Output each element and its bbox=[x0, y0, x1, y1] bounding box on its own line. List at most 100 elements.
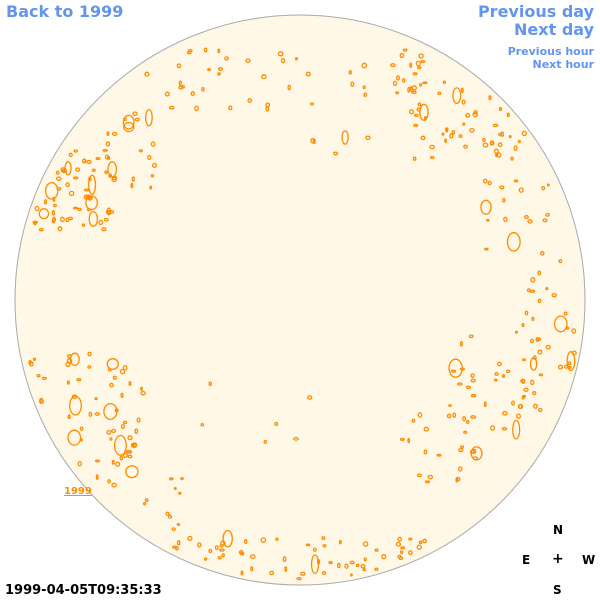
contour-mark bbox=[181, 85, 185, 89]
contour-mark bbox=[300, 571, 306, 576]
contour-mark bbox=[482, 142, 489, 148]
contour-mark bbox=[41, 376, 47, 381]
contour-mark bbox=[408, 550, 413, 556]
contour-mark bbox=[138, 149, 143, 153]
contour-mark bbox=[462, 122, 466, 126]
contour-mark bbox=[143, 502, 147, 506]
contour-mark bbox=[305, 71, 311, 77]
contour-mark bbox=[56, 176, 62, 181]
contour-mark bbox=[127, 449, 133, 454]
contour-mark bbox=[176, 540, 181, 546]
contour-mark bbox=[151, 162, 158, 168]
contour-mark bbox=[483, 401, 487, 407]
contour-mark bbox=[130, 442, 135, 448]
contour-mark bbox=[492, 123, 499, 128]
contour-mark bbox=[312, 138, 316, 145]
back-to-year-link[interactable]: Back to 1999 bbox=[6, 2, 124, 21]
compass-east-label: E bbox=[522, 553, 531, 567]
contour-mark bbox=[333, 151, 339, 156]
contour-mark bbox=[486, 218, 490, 222]
contour-mark bbox=[287, 84, 291, 91]
contour-mark bbox=[362, 541, 369, 547]
contour-mark bbox=[538, 407, 543, 413]
contour-mark bbox=[458, 134, 463, 138]
solar-disk bbox=[14, 14, 586, 586]
contour-mark bbox=[538, 373, 544, 377]
contour-mark bbox=[521, 322, 525, 328]
next-day-link[interactable]: Next day bbox=[514, 20, 594, 39]
contour-mark bbox=[558, 259, 563, 264]
contour-mark bbox=[526, 288, 531, 293]
contour-mark bbox=[180, 477, 184, 481]
contour-mark bbox=[43, 199, 48, 205]
contour-mark bbox=[82, 158, 87, 164]
contour-mark bbox=[51, 209, 56, 216]
contour-mark bbox=[55, 170, 60, 175]
next-hour-link[interactable]: Next hour bbox=[532, 58, 595, 71]
contour-mark bbox=[79, 426, 84, 431]
contour-mark bbox=[263, 439, 268, 444]
contour-mark bbox=[508, 134, 512, 139]
contour-mark bbox=[355, 563, 360, 568]
contour-mark bbox=[187, 50, 192, 55]
contour-mark bbox=[459, 367, 465, 371]
contour-mark bbox=[523, 387, 529, 392]
contour-mark bbox=[495, 152, 502, 158]
contour-mark bbox=[39, 398, 44, 405]
contour-mark bbox=[328, 561, 333, 565]
contour-mark bbox=[109, 437, 113, 441]
contour-mark bbox=[178, 491, 182, 495]
contour-mark bbox=[217, 48, 221, 54]
contour-mark bbox=[517, 139, 521, 144]
contour-mark bbox=[305, 543, 311, 547]
contour-mark bbox=[541, 185, 546, 191]
contour-mark bbox=[111, 482, 117, 488]
contour-mark bbox=[260, 537, 267, 543]
contour-mark bbox=[171, 527, 176, 531]
contour-mark bbox=[134, 428, 139, 435]
contour-mark bbox=[64, 161, 72, 176]
contour-mark bbox=[499, 185, 505, 190]
contour-mark bbox=[397, 536, 403, 542]
contour-mark bbox=[101, 227, 107, 232]
contour-mark bbox=[459, 445, 465, 449]
contour-mark bbox=[458, 466, 463, 472]
contour-mark bbox=[521, 358, 526, 362]
contour-mark bbox=[277, 51, 284, 57]
contour-mark bbox=[417, 412, 423, 418]
contour-mark bbox=[482, 137, 486, 142]
contour-mark bbox=[465, 112, 471, 118]
contour-mark bbox=[91, 168, 96, 172]
contour-mark bbox=[122, 452, 129, 459]
contour-mark bbox=[245, 58, 251, 63]
contour-mark bbox=[107, 368, 112, 372]
previous-hour-link[interactable]: Previous hour bbox=[507, 45, 594, 58]
contour-mark bbox=[190, 91, 196, 97]
contour-mark bbox=[417, 66, 422, 70]
contour-mark bbox=[448, 404, 452, 408]
contour-mark bbox=[524, 215, 529, 219]
contour-mark bbox=[52, 196, 56, 202]
year-label-link[interactable]: 1999 bbox=[64, 486, 92, 497]
contour-mark bbox=[132, 443, 137, 449]
contour-mark bbox=[178, 80, 182, 86]
contour-mark bbox=[72, 206, 79, 210]
contour-mark bbox=[307, 395, 313, 400]
contour-mark bbox=[417, 102, 422, 107]
contour-mark bbox=[563, 311, 568, 316]
contour-mark bbox=[34, 205, 40, 212]
contour-mark bbox=[65, 182, 70, 188]
contour-mark bbox=[411, 418, 416, 423]
contour-mark bbox=[494, 371, 499, 376]
contour-mark bbox=[363, 92, 368, 98]
contour-mark bbox=[168, 105, 175, 110]
contour-mark bbox=[484, 247, 489, 251]
contour-mark bbox=[436, 453, 442, 457]
contour-mark bbox=[445, 127, 449, 133]
previous-day-link[interactable]: Previous day bbox=[477, 2, 594, 21]
contour-mark bbox=[95, 157, 101, 161]
contour-mark bbox=[265, 102, 271, 108]
contour-mark bbox=[502, 198, 506, 203]
contour-mark bbox=[38, 208, 50, 220]
